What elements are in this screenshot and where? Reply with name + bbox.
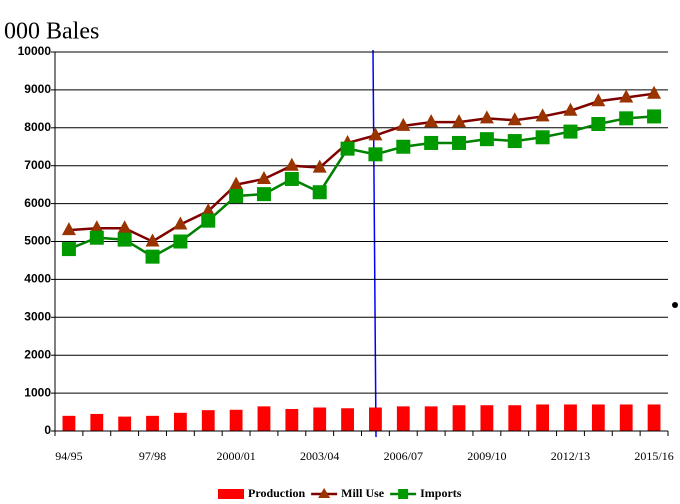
bar <box>62 415 76 431</box>
marker <box>145 249 160 264</box>
marker <box>229 176 244 190</box>
legend-label: Imports <box>420 486 462 500</box>
marker <box>619 89 634 103</box>
y-tick-label: 6000 <box>24 196 51 210</box>
marker <box>424 135 439 150</box>
bar <box>619 404 633 431</box>
legend-label: Production <box>248 486 305 500</box>
bar <box>285 409 299 431</box>
line <box>68 115 655 259</box>
marker <box>647 109 662 124</box>
x-tick-label: 2006/07 <box>384 449 423 463</box>
y-tick-label: 10000 <box>18 44 52 58</box>
bar <box>536 404 550 431</box>
bar <box>201 410 215 431</box>
y-tick-label: 1000 <box>24 385 51 399</box>
x-tick-label: 2003/04 <box>300 449 339 463</box>
bar <box>508 405 522 431</box>
y-tick-label: 2000 <box>24 347 51 361</box>
marker <box>201 203 216 217</box>
marker <box>452 114 467 128</box>
marker <box>591 117 606 132</box>
marker <box>479 110 494 124</box>
x-tick-label: 2000/01 <box>216 449 255 463</box>
bar <box>257 406 271 431</box>
y-tick-label: 0 <box>44 423 51 437</box>
bar <box>173 412 187 431</box>
chart-title: 000 Bales <box>4 19 99 45</box>
bar <box>480 405 494 431</box>
bar <box>341 408 354 431</box>
x-tick-label: 2012/13 <box>551 449 590 463</box>
marker <box>452 135 467 150</box>
y-tick-label: 4000 <box>24 272 51 286</box>
line <box>68 92 655 243</box>
bar <box>118 416 132 431</box>
x-tick-label: 2015/16 <box>634 449 673 463</box>
marker <box>535 130 550 145</box>
marker <box>507 112 522 126</box>
x-tick-label: 97/98 <box>139 449 166 463</box>
marker <box>173 234 188 249</box>
legend-swatch <box>398 489 409 499</box>
divider-line <box>372 49 377 438</box>
bar <box>424 406 438 431</box>
y-tick-label: 3000 <box>24 309 51 323</box>
y-tick-label: 5000 <box>24 234 51 248</box>
marker <box>368 127 383 141</box>
marker <box>173 216 188 230</box>
marker <box>61 222 76 236</box>
y-tick-label: 8000 <box>24 120 51 134</box>
y-tick-label: 9000 <box>24 82 51 96</box>
bar <box>452 405 466 431</box>
marker <box>563 102 578 116</box>
plot-area <box>55 51 668 432</box>
marker <box>117 232 132 247</box>
marker <box>591 93 606 107</box>
legend-swatch <box>218 489 244 499</box>
marker <box>312 185 327 200</box>
marker <box>340 141 355 156</box>
bar <box>591 404 605 431</box>
dot <box>672 302 678 308</box>
marker <box>479 132 494 147</box>
bar <box>647 404 661 431</box>
x-tick-label: 94/95 <box>55 449 82 463</box>
marker <box>368 147 383 162</box>
y-tick-label: 7000 <box>24 158 51 172</box>
bar <box>229 409 243 431</box>
marker <box>229 189 244 204</box>
marker <box>117 220 132 234</box>
marker <box>284 171 299 186</box>
legend-swatch <box>318 488 331 498</box>
bar <box>146 415 159 431</box>
bar <box>564 404 577 431</box>
marker <box>507 134 522 149</box>
bar <box>313 407 327 431</box>
x-tick-label: 2009/10 <box>467 449 506 463</box>
marker <box>563 124 578 139</box>
marker <box>312 159 327 173</box>
marker <box>145 233 160 247</box>
bar <box>396 406 410 431</box>
bar <box>90 413 104 431</box>
marker <box>89 220 104 234</box>
bar <box>369 407 382 431</box>
marker <box>647 85 662 99</box>
marker <box>619 111 634 126</box>
marker <box>424 114 439 128</box>
marker <box>201 213 216 228</box>
marker <box>89 230 104 245</box>
marker <box>256 170 271 184</box>
marker <box>284 157 299 171</box>
marker <box>535 108 550 122</box>
marker <box>396 117 411 131</box>
marker <box>61 242 76 257</box>
legend-label: Mill Use <box>341 486 385 500</box>
marker <box>256 187 271 202</box>
marker <box>396 139 411 154</box>
